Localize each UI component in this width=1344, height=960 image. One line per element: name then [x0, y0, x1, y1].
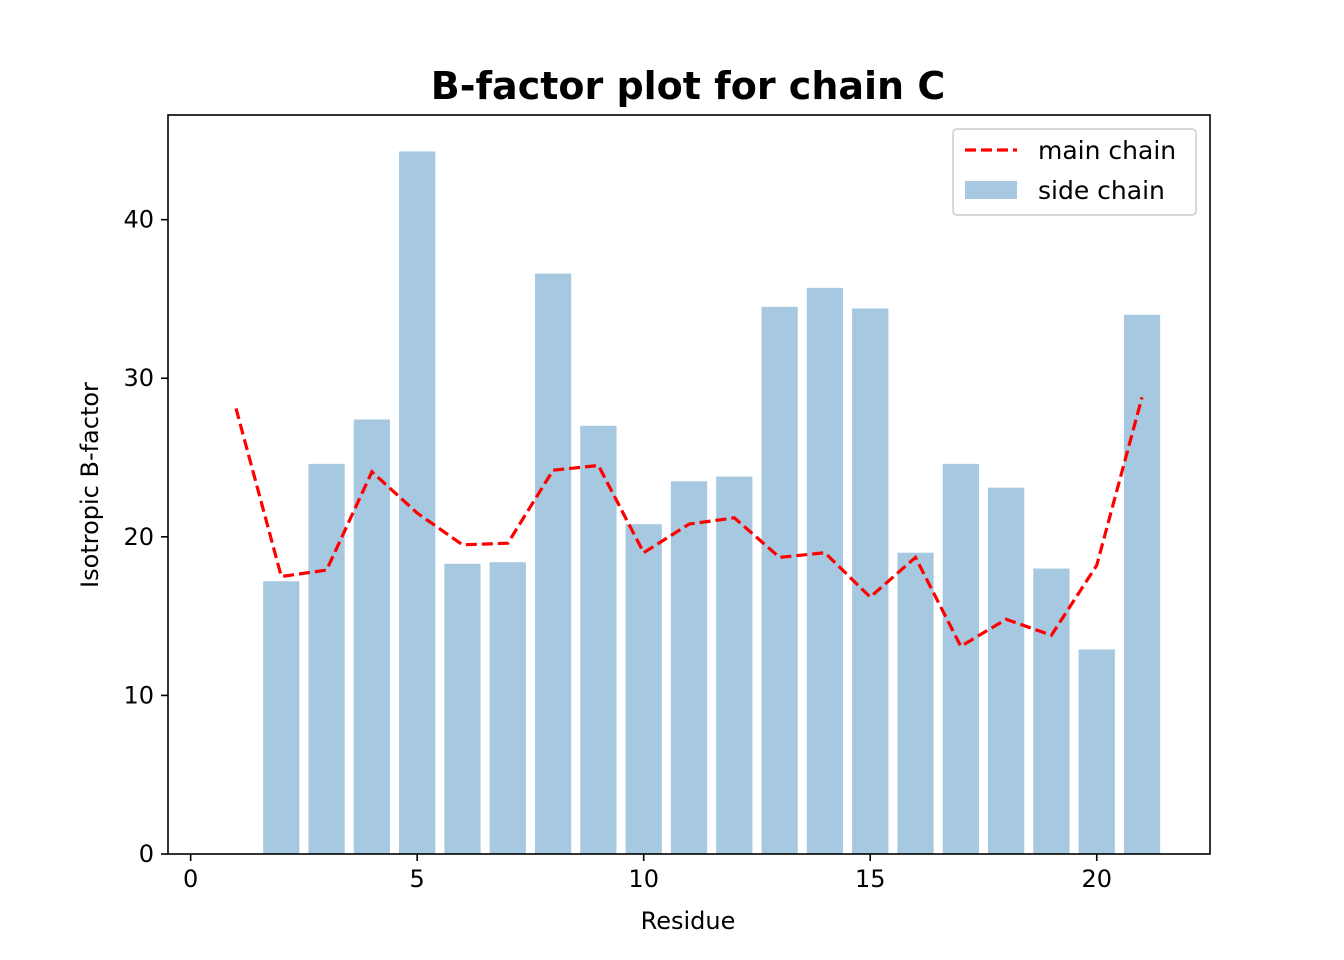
bar-residue-15 — [852, 308, 889, 854]
bar-residue-19 — [1033, 568, 1070, 854]
legend-side-chain-label: side chain — [1038, 176, 1165, 205]
x-axis-label: Residue — [641, 907, 736, 935]
side-chain-bars — [263, 151, 1161, 855]
bar-residue-6 — [444, 563, 481, 854]
bar-residue-3 — [308, 463, 345, 854]
y-axis-ticks: 0 10 20 30 40 — [123, 206, 168, 868]
bar-residue-2 — [263, 581, 300, 854]
x-tick-label-15: 15 — [855, 865, 886, 893]
legend: main chain side chain — [952, 128, 1197, 216]
bar-residue-17 — [942, 463, 979, 854]
bar-residue-9 — [580, 425, 617, 854]
bar-residue-20 — [1078, 649, 1115, 854]
x-axis-ticks: 0 5 10 15 20 — [183, 854, 1112, 893]
legend-side-chain-swatch — [965, 181, 1017, 199]
bar-residue-12 — [716, 476, 753, 854]
y-tick-label-40: 40 — [123, 206, 154, 234]
bar-residue-18 — [988, 487, 1025, 854]
bar-residue-10 — [625, 524, 662, 854]
bar-residue-16 — [897, 552, 934, 854]
bar-residue-4 — [353, 419, 390, 854]
x-tick-label-5: 5 — [410, 865, 425, 893]
legend-main-chain-label: main chain — [1038, 136, 1176, 165]
y-axis-label: Isotropic B-factor — [76, 382, 104, 588]
y-tick-label-20: 20 — [123, 523, 154, 551]
y-tick-label-10: 10 — [123, 681, 154, 709]
x-tick-label-10: 10 — [628, 865, 659, 893]
bar-residue-11 — [670, 481, 708, 854]
x-tick-label-0: 0 — [183, 865, 198, 893]
y-tick-label-0: 0 — [139, 840, 154, 868]
x-tick-label-20: 20 — [1081, 865, 1112, 893]
bar-residue-14 — [806, 287, 844, 855]
main-chain-line — [234, 396, 1144, 649]
bar-residue-7 — [489, 562, 526, 854]
bar-residue-21 — [1123, 314, 1161, 855]
bar-residue-8 — [534, 273, 572, 854]
y-tick-label-30: 30 — [123, 364, 154, 392]
bar-residue-13 — [761, 306, 798, 855]
plot-frame — [167, 114, 1211, 855]
chart-title: B-factor plot for chain C — [431, 64, 945, 108]
